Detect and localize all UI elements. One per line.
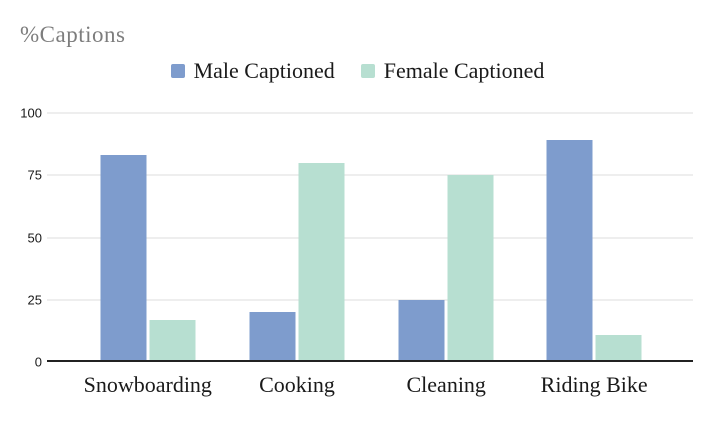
bar-snowboarding-female-captioned: [149, 319, 196, 362]
x-axis-label: Riding Bike: [540, 372, 648, 397]
legend-label: Male Captioned: [193, 58, 335, 83]
bar-cooking-male-captioned: [249, 312, 296, 362]
gridline: [47, 112, 693, 114]
bar-riding-bike-male-captioned: [546, 140, 593, 362]
y-axis-tick-label: 25: [27, 292, 42, 308]
gridline: [47, 237, 693, 238]
y-axis: 0 25 50 75 100: [0, 107, 42, 369]
bar-cleaning-female-captioned: [447, 175, 494, 362]
x-axis-labels: Snowboarding Cooking Cleaning Riding Bike: [47, 372, 693, 408]
x-axis-label: Snowboarding: [83, 372, 212, 397]
gridline: [47, 299, 693, 301]
bar-snowboarding-male-captioned: [100, 155, 147, 362]
bar-group-cleaning: [398, 113, 494, 362]
y-axis-tick-label: 100: [20, 105, 42, 121]
legend-swatch-female-captioned: [360, 64, 375, 78]
x-axis-label: Cooking: [259, 372, 335, 397]
gridline: [47, 174, 693, 176]
bar-group-riding-bike: [546, 113, 642, 362]
y-axis-tick-label: 50: [27, 230, 42, 245]
y-axis-tick-label: 0: [34, 354, 42, 370]
chart-legend: Male Captioned Female Captioned: [0, 58, 715, 84]
bar-cooking-female-captioned: [298, 162, 345, 362]
legend-swatch-male-captioned: [170, 64, 185, 78]
plot-area: [47, 112, 693, 362]
x-axis-line: [47, 360, 693, 362]
bar-riding-bike-female-captioned: [595, 334, 642, 362]
x-axis-label: Cleaning: [406, 372, 486, 397]
y-axis-tick-label: 75: [27, 167, 42, 183]
bar-group-snowboarding: [100, 113, 196, 362]
chart-title: %Captions: [20, 22, 126, 47]
bar-cleaning-male-captioned: [398, 299, 445, 362]
legend-item-female-captioned: Female Captioned: [360, 58, 545, 84]
bar-group-cooking: [249, 113, 345, 362]
legend-label: Female Captioned: [383, 58, 545, 83]
legend-item-male-captioned: Male Captioned: [170, 58, 335, 84]
